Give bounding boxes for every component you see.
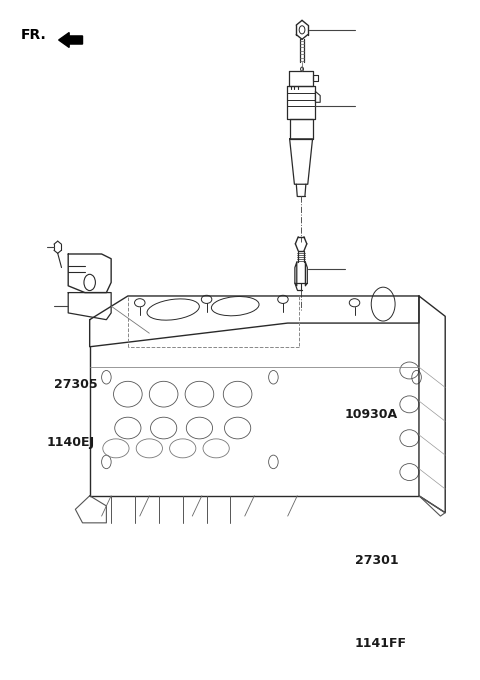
FancyArrow shape bbox=[59, 33, 83, 48]
Text: 10930A: 10930A bbox=[345, 408, 398, 421]
Text: 27301: 27301 bbox=[355, 554, 398, 566]
Text: 1141FF: 1141FF bbox=[355, 637, 407, 650]
Text: FR.: FR. bbox=[21, 29, 46, 42]
Text: 27305: 27305 bbox=[54, 377, 97, 390]
Text: 1140EJ: 1140EJ bbox=[47, 437, 95, 449]
